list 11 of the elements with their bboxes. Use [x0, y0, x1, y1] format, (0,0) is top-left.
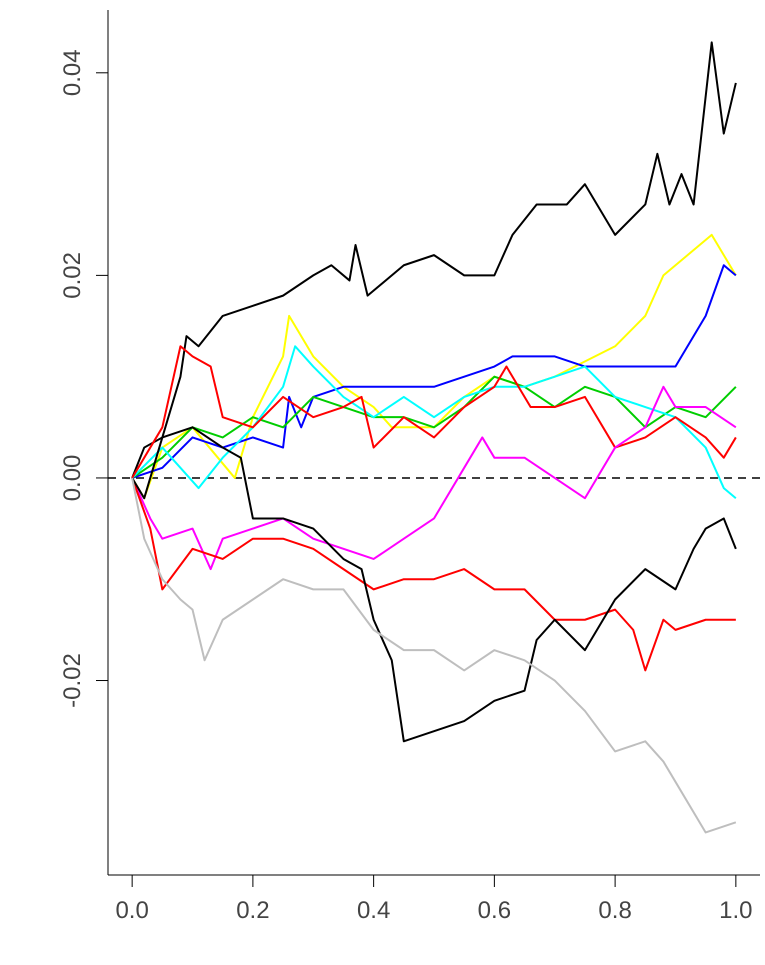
- x-tick-label: 0.8: [598, 897, 632, 924]
- x-tick-label: 0.4: [356, 897, 390, 924]
- y-tick-label: 0.02: [59, 252, 86, 299]
- y-tick-label: -0.02: [59, 653, 86, 708]
- y-tick-label: 0.00: [59, 454, 86, 502]
- x-tick-label: 0.6: [478, 897, 512, 924]
- x-tick-label: 1.0: [719, 897, 753, 924]
- y-tick-label: 0.04: [59, 49, 86, 96]
- x-tick-label: 0.2: [236, 897, 270, 924]
- line-series: [131, 376, 737, 479]
- x-tick-label: 0.0: [115, 897, 149, 924]
